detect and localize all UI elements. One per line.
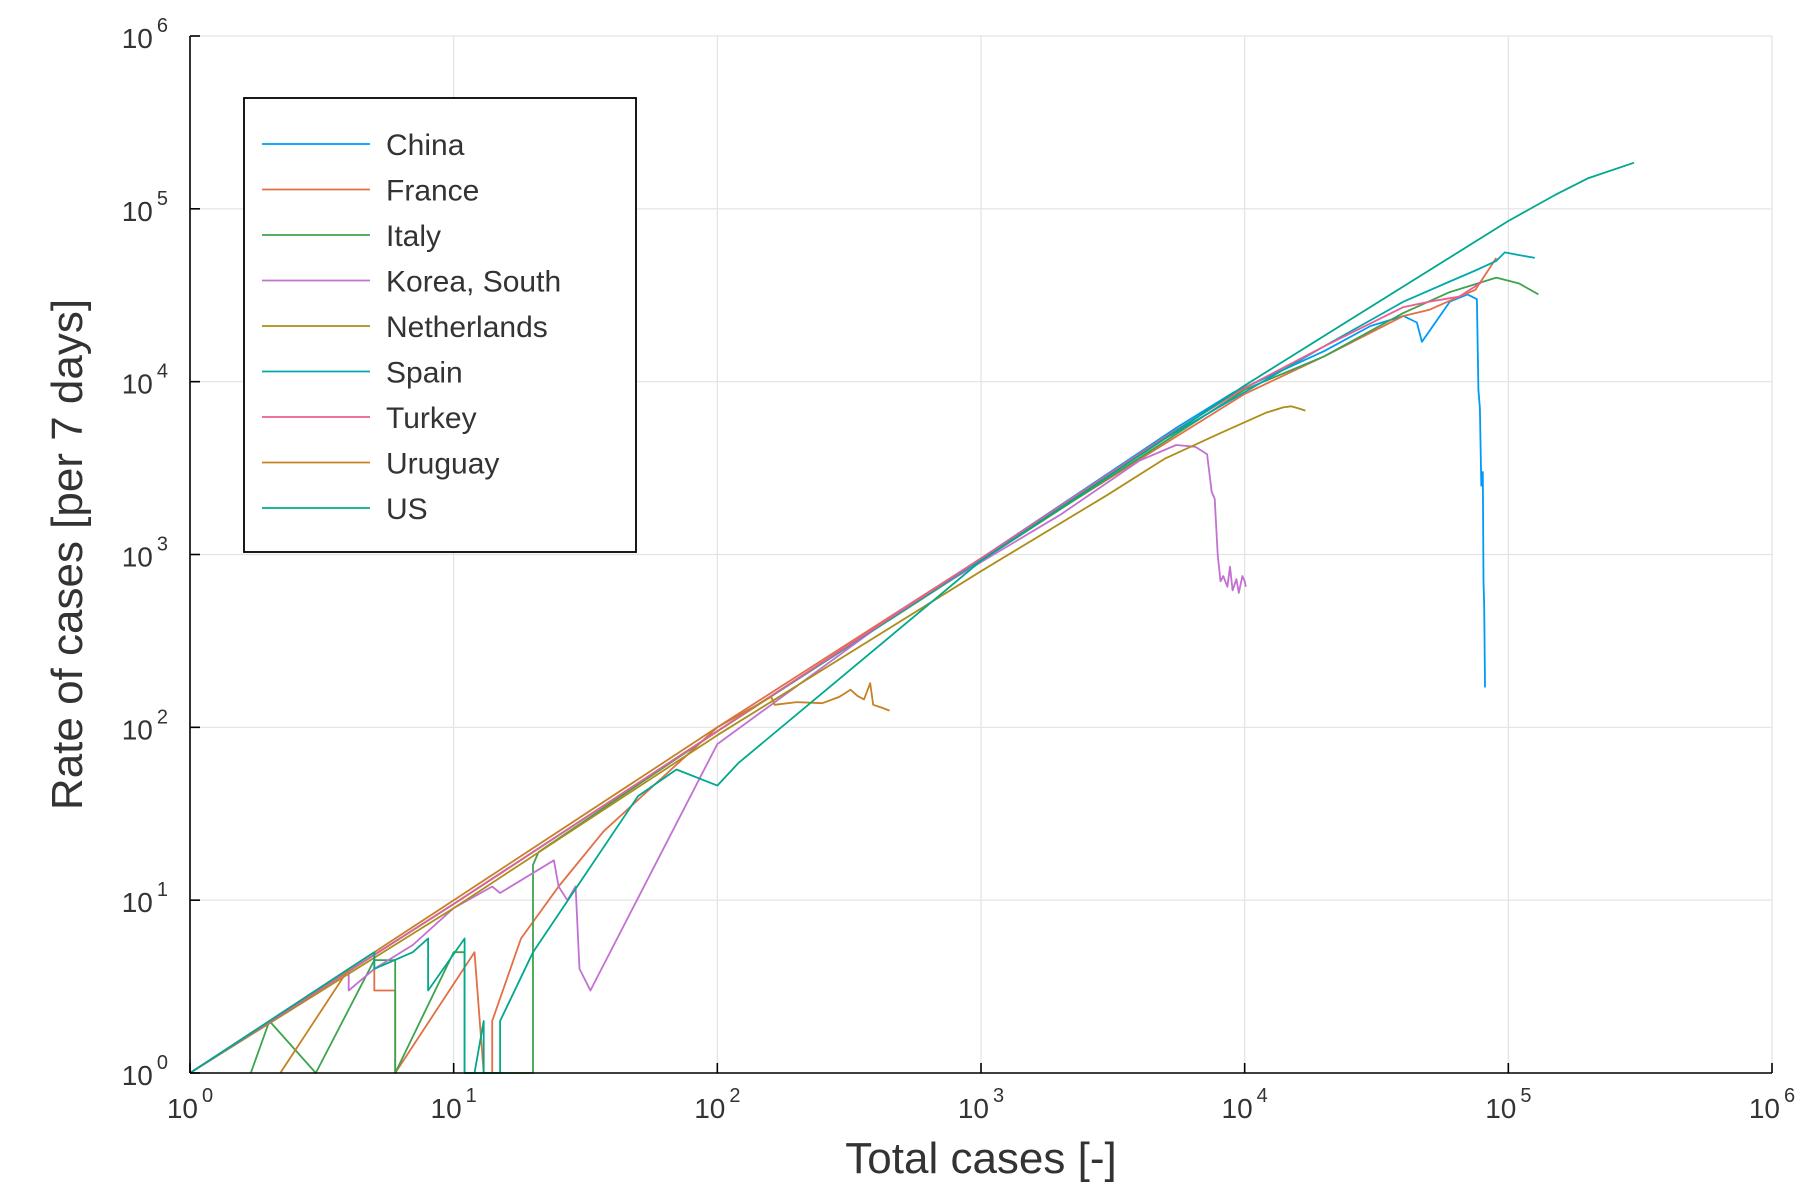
x-axis-title: Total cases [-] [845, 1134, 1116, 1183]
y-tick-base: 10 [122, 196, 153, 227]
y-tick-exponent: 5 [157, 188, 168, 210]
legend-label-china: China [386, 129, 465, 162]
y-tick-label: 10 2 [122, 706, 168, 745]
y-tick-label: 10 5 [122, 188, 168, 227]
legend-label-france: France [386, 175, 479, 208]
series-line-italy [249, 276, 1539, 1074]
x-tick-base: 10 [694, 1093, 725, 1124]
series-line-china [189, 293, 1486, 1074]
y-tick-exponent: 3 [157, 534, 168, 556]
y-tick-label: 10 6 [122, 15, 168, 54]
legend-label-netherlands: Netherlands [386, 311, 548, 344]
y-tick-base: 10 [122, 542, 153, 573]
axes: 10 0 10 1 10 2 10 3 10 4 10 5 10 610 010 110 210 310 410 51… [122, 15, 1795, 1124]
y-axis-title: Rate of cases [per 7 days] [43, 299, 92, 810]
x-tick-base: 10 [1222, 1093, 1253, 1124]
series-line-turkey [189, 280, 1484, 1074]
y-tick-base: 10 [122, 23, 153, 54]
x-tick-exponent: 6 [1784, 1085, 1795, 1107]
legend-label-korea-south: Korea, South [386, 266, 561, 299]
series-line-uruguay [279, 682, 890, 1074]
x-tick-label: 10 0 [167, 1085, 213, 1124]
y-tick-exponent: 4 [157, 361, 168, 383]
y-tick-base: 10 [122, 714, 153, 745]
y-tick-base: 10 [122, 369, 153, 400]
x-tick-exponent: 3 [993, 1085, 1004, 1107]
legend-label-italy: Italy [386, 220, 441, 253]
legend-label-turkey: Turkey [386, 402, 477, 435]
legend-box [243, 97, 637, 553]
y-tick-label: 10 4 [122, 361, 168, 400]
x-tick-exponent: 5 [1520, 1085, 1531, 1107]
x-tick-base: 10 [1749, 1093, 1780, 1124]
x-tick-label: 10 2 [694, 1085, 740, 1124]
series-group [189, 161, 1635, 1074]
legend-label-uruguay: Uruguay [386, 448, 499, 481]
x-tick-base: 10 [167, 1093, 198, 1124]
x-tick-label: 10 1 [431, 1085, 477, 1124]
legend: China France Italy Korea, South Netherlands S… [243, 97, 637, 553]
x-tick-base: 10 [1485, 1093, 1516, 1124]
series-line-korea-south [189, 444, 1247, 1074]
y-tick-exponent: 6 [157, 15, 168, 37]
y-tick-label: 10 3 [122, 534, 168, 573]
x-tick-label: 10 4 [1222, 1085, 1268, 1124]
y-tick-base: 10 [122, 1060, 153, 1091]
x-tick-exponent: 1 [466, 1085, 477, 1107]
x-tick-exponent: 0 [202, 1085, 213, 1107]
x-tick-exponent: 4 [1257, 1085, 1268, 1107]
y-tick-base: 10 [122, 887, 153, 918]
x-tick-base: 10 [431, 1093, 462, 1124]
legend-label-spain: Spain [386, 357, 463, 390]
x-tick-exponent: 2 [729, 1085, 740, 1107]
y-tick-exponent: 2 [157, 706, 168, 728]
series-line-netherlands [189, 405, 1306, 1074]
y-tick-label: 10 0 [122, 1052, 168, 1091]
x-tick-label: 10 6 [1749, 1085, 1795, 1124]
y-tick-exponent: 1 [157, 879, 168, 901]
y-tick-label: 10 1 [122, 879, 168, 918]
x-tick-label: 10 3 [958, 1085, 1004, 1124]
legend-label-us: US [386, 493, 428, 526]
series-line-france [373, 257, 1498, 1074]
y-tick-exponent: 0 [157, 1052, 168, 1074]
x-tick-label: 10 5 [1485, 1085, 1531, 1124]
x-tick-base: 10 [958, 1093, 989, 1124]
